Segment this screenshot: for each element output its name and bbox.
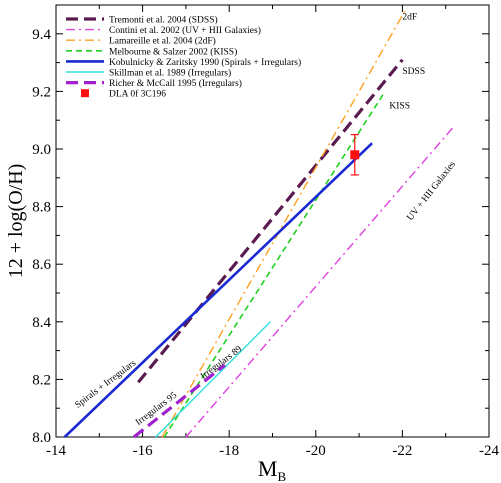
x-tick-label: -18: [219, 443, 239, 459]
legend-label: Tremonti et al. 2004 (SDSS): [109, 15, 218, 26]
y-tick-label: 8.6: [32, 257, 51, 273]
y-tick-label: 9.4: [32, 27, 51, 43]
y-axis-title: 12 + log(O/H): [5, 164, 27, 279]
y-tick-label: 8.2: [32, 372, 51, 388]
x-tick-label: -24: [479, 443, 499, 459]
y-tick-label: 8.8: [32, 200, 51, 216]
legend-swatch: [81, 89, 89, 98]
series-line: [132, 363, 226, 439]
legend-label: Melbourne & Salzer 2002 (KISS): [109, 46, 237, 57]
data-point: [350, 150, 360, 160]
legend: Tremonti et al. 2004 (SDSS)Contini et al…: [66, 15, 301, 100]
y-tick-label: 8.4: [32, 315, 51, 331]
legend-label: Richer & McCall 1995 (Irregulars): [109, 78, 242, 89]
series-line: [163, 90, 386, 438]
line-annotation: KISS: [389, 102, 410, 112]
legend-label: DLA 0f 3C196: [109, 89, 166, 100]
line-annotation: Spirals + Irregulars: [73, 358, 138, 410]
series-line: [63, 142, 373, 438]
x-tick-label: -20: [306, 443, 326, 459]
series-line: [161, 7, 408, 438]
series-layer: [63, 7, 455, 439]
line-annotation: 2dF: [402, 12, 417, 22]
line-annotation: SDSS: [402, 67, 425, 77]
series-line: [185, 125, 455, 438]
ticks-layer: -14 -16 -18 -20 -22 -24 8.0 8.2 8.4 8.6 8.8 9.0 9.2 9…: [32, 5, 499, 459]
x-axis-title-main: M: [258, 456, 278, 481]
x-axis-title-subscript: B: [277, 469, 286, 483]
line-annotation: UV + HII Galaxies: [406, 159, 459, 222]
series-line: [155, 321, 271, 438]
points-layer: [350, 134, 360, 176]
x-axis-title: MB: [258, 456, 287, 483]
legend-label: Skillman et al. 1989 (Irregulars): [109, 68, 231, 79]
line-annotation: Irregulars 95: [134, 390, 179, 428]
x-tick-label: -14: [46, 443, 66, 459]
x-tick-label: -22: [392, 443, 412, 459]
legend-label: Contini et al. 2002 (UV + HII Galaxies): [109, 25, 261, 36]
x-tick-label: -16: [133, 443, 153, 459]
legend-label: Kobulnicky & Zaritsky 1990 (Spirals + Ir…: [109, 57, 301, 68]
series-line: [137, 58, 404, 384]
y-tick-label: 9.2: [32, 84, 51, 100]
legend-label: Lamareille et al. 2004 (2dF): [109, 36, 216, 47]
line-annotation: Irregulars 89: [199, 344, 244, 382]
y-tick-label: 9.0: [32, 142, 51, 158]
y-tick-label: 8.0: [32, 430, 51, 446]
